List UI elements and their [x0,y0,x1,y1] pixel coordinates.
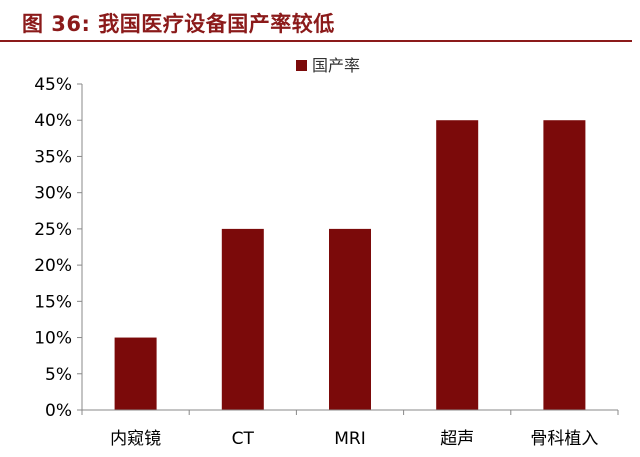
bar [436,120,479,410]
x-tick-label: CT [232,429,255,449]
figure-title: 图 36: 我国医疗设备国产率较低 [22,12,335,36]
figure-header: 图 36: 我国医疗设备国产率较低 [0,0,640,44]
y-tick-label: 15% [34,292,72,312]
x-tick-label: 超声 [440,429,474,449]
x-tick-label: MRI [334,429,366,449]
x-tick-label: 内窥镜 [110,429,161,449]
x-tick-label: 骨科植入 [530,429,598,449]
bar-series [114,120,586,410]
legend-label: 国产率 [312,56,360,75]
y-axis: 0% 5% 10% 15% 20% 25% 30% 35% 40% 45% [34,75,83,421]
y-tick-label: 0% [45,401,72,421]
bar-chart: 国产率 0% 5% 10% 15% 20% 25% 30% 35% 40% 45% 内窥镜 CT MR… [34,56,619,449]
y-tick-label: 25% [34,220,72,240]
title-divider [0,40,632,42]
y-tick-label: 35% [34,147,72,167]
x-axis: 内窥镜 CT MRI 超声 骨科植入 [81,409,619,449]
bar [329,228,371,410]
legend-swatch [296,60,307,71]
y-tick-label: 40% [34,111,72,131]
bar [221,228,264,410]
y-tick-label: 20% [34,256,72,276]
bar [543,120,586,410]
chart-legend: 国产率 [296,56,360,75]
bar [114,337,157,410]
y-tick-label: 10% [34,329,72,349]
y-tick-label: 45% [34,75,72,95]
y-tick-label: 5% [45,365,72,385]
y-tick-label: 30% [34,184,72,204]
